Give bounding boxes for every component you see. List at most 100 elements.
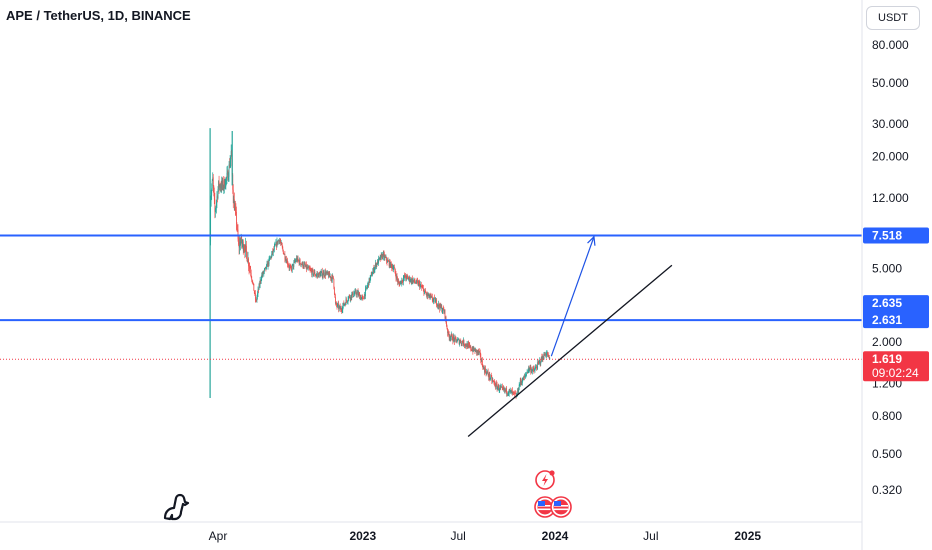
us-flag-event-icon[interactable]	[550, 496, 572, 518]
trend-line[interactable]	[467, 264, 673, 438]
candle-body	[280, 242, 282, 244]
candle-body	[431, 296, 433, 297]
candle-body	[397, 278, 398, 282]
candle-body	[488, 373, 490, 378]
candle-body	[417, 280, 418, 282]
candle-body	[357, 291, 358, 293]
resistance-price-badge-bg	[863, 227, 929, 244]
candle-body	[288, 265, 289, 267]
candle-body	[319, 273, 321, 277]
candle-body	[335, 302, 337, 304]
candle-body	[438, 303, 440, 307]
candle-body	[421, 286, 423, 288]
candle-body	[290, 267, 292, 269]
candle-body	[517, 389, 519, 395]
candle-body	[329, 276, 331, 278]
time-tick-label: 2023	[349, 529, 376, 543]
support-price-badge: 2.631	[872, 313, 902, 327]
candle-body	[350, 294, 352, 300]
candle-body	[322, 272, 324, 276]
candle-body	[220, 187, 222, 189]
candle-body	[326, 271, 327, 274]
candle-body	[249, 267, 251, 269]
candle-body	[415, 282, 417, 284]
candle-body	[477, 350, 478, 353]
candle-body	[219, 185, 220, 188]
price-axis[interactable]: 80.000 50.000 30.000 20.000 12.000 5.000 2.000…	[0, 0, 909, 550]
candle-body	[497, 387, 499, 390]
currency-button[interactable]: USDT	[866, 6, 920, 30]
candle-body	[398, 281, 400, 284]
candle-body	[500, 386, 502, 388]
candle-body	[473, 347, 475, 351]
candle-body	[518, 384, 520, 390]
candle-body	[474, 349, 476, 353]
candle-body	[386, 257, 387, 261]
candle-body	[254, 293, 256, 295]
candle-body	[343, 302, 345, 306]
candle-body	[251, 276, 253, 280]
candle-body	[255, 299, 257, 301]
candle-body	[239, 241, 241, 245]
candle-body	[276, 240, 278, 247]
candle-body	[471, 349, 473, 351]
candle-body	[540, 357, 542, 363]
candle-body	[250, 272, 252, 277]
candle-body	[465, 343, 467, 346]
candle-body	[501, 386, 503, 388]
candle-body	[513, 392, 515, 393]
candle-body	[426, 293, 428, 296]
candle-body	[370, 273, 372, 276]
candle-body	[541, 357, 543, 360]
candle-body	[238, 244, 240, 248]
projection-arrow[interactable]	[550, 236, 595, 357]
candle-body	[340, 308, 342, 310]
flash-event-icon[interactable]	[535, 470, 555, 490]
candle-body	[377, 260, 378, 265]
candle-body	[494, 381, 495, 383]
price-tick-label: 20.000	[872, 150, 909, 164]
candle-body	[285, 259, 287, 261]
candle-body	[224, 186, 226, 188]
candle-body	[374, 266, 376, 270]
tradingview-logo-icon[interactable]	[163, 493, 190, 521]
candle-body	[438, 303, 440, 307]
candle-body	[257, 289, 259, 294]
candle-body	[494, 382, 496, 387]
candle-body	[300, 263, 302, 265]
candle-body	[301, 262, 303, 265]
candle-body	[316, 275, 317, 276]
candle-body	[351, 292, 353, 295]
candle-body	[547, 354, 549, 357]
candle-body	[233, 199, 235, 211]
candle-body	[214, 199, 216, 212]
candle-body	[424, 291, 425, 294]
candle-body	[379, 257, 381, 259]
candle-body	[429, 295, 431, 297]
candle-body	[240, 241, 242, 245]
candle-body	[352, 292, 354, 297]
candle-body	[230, 156, 232, 162]
candle-body	[271, 253, 273, 258]
candle-body	[442, 308, 444, 310]
candle-body	[434, 298, 436, 303]
candle-body	[479, 352, 481, 355]
candle-body	[243, 249, 245, 251]
candle-body	[540, 362, 542, 364]
candle-body	[498, 389, 500, 391]
candle-body	[289, 266, 291, 268]
time-axis[interactable]: Apr 2023 Jul 2024 Jul 2025	[209, 529, 762, 543]
last-price-badge: 1.619	[872, 352, 902, 366]
candle-body	[483, 366, 485, 369]
candle-body	[313, 272, 315, 274]
candle-body	[495, 383, 497, 388]
candle-body	[376, 263, 378, 265]
candle-body	[489, 378, 491, 380]
candle-body	[434, 297, 435, 299]
candle-body	[460, 340, 462, 344]
candle-body	[327, 271, 328, 274]
candle-body	[216, 196, 218, 202]
candle-body	[526, 373, 527, 375]
